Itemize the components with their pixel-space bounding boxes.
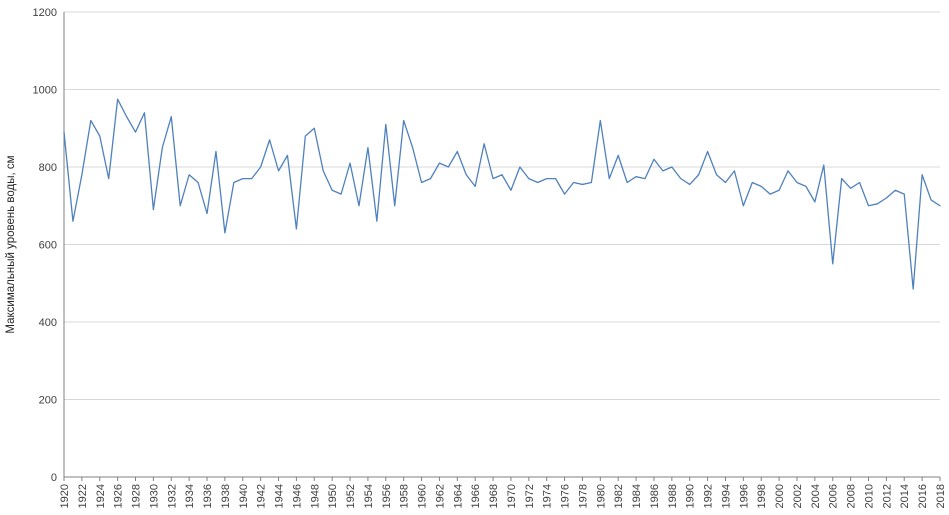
x-tick-label: 1938 (220, 484, 232, 508)
x-tick-label: 1958 (399, 484, 411, 508)
x-tick-label: 1952 (345, 484, 357, 508)
x-tick-label: 1936 (202, 484, 214, 508)
x-tick-label: 1986 (649, 484, 661, 508)
x-tick-label: 1930 (148, 484, 160, 508)
x-tick-label: 2004 (810, 484, 822, 508)
x-tick-label: 1946 (291, 484, 303, 508)
x-tick-label: 1960 (417, 484, 429, 508)
x-tick-label: 1950 (327, 484, 339, 508)
x-tick-label: 1920 (59, 484, 71, 508)
y-tick-label: 0 (51, 472, 57, 484)
y-tick-label: 400 (39, 317, 57, 329)
y-tick-label: 200 (39, 395, 57, 407)
x-tick-label: 1942 (256, 484, 268, 508)
y-tick-label: 800 (39, 162, 57, 174)
x-tick-label: 1944 (274, 484, 286, 508)
x-tick-label: 1982 (613, 484, 625, 508)
x-tick-label: 1934 (184, 484, 196, 508)
x-tick-label: 1962 (434, 484, 446, 508)
x-tick-label: 1932 (166, 484, 178, 508)
y-tick-label: 600 (39, 240, 57, 252)
x-tick-label: 1940 (238, 484, 250, 508)
y-tick-label: 1200 (33, 7, 57, 19)
x-tick-label: 1996 (738, 484, 750, 508)
x-tick-label: 1956 (381, 484, 393, 508)
x-tick-label: 2002 (792, 484, 804, 508)
x-tick-label: 1974 (542, 484, 554, 508)
x-tick-label: 1994 (720, 484, 732, 508)
x-tick-label: 1988 (667, 484, 679, 508)
x-tick-label: 1984 (631, 484, 643, 508)
x-tick-label: 1924 (95, 484, 107, 508)
x-tick-label: 1998 (756, 484, 768, 508)
x-tick-label: 1954 (363, 484, 375, 508)
x-tick-label: 2000 (774, 484, 786, 508)
x-tick-label: 1966 (470, 484, 482, 508)
x-tick-label: 2006 (828, 484, 840, 508)
series-line (63, 98, 941, 290)
x-tick-label: 2012 (881, 484, 893, 508)
x-tick-label: 1926 (113, 484, 125, 508)
x-tick-label: 1990 (685, 484, 697, 508)
x-tick-label: 1970 (506, 484, 518, 508)
y-axis-title: Максимальный уровень воды, см (5, 155, 17, 333)
x-tick-label: 1976 (560, 484, 572, 508)
x-tick-label: 1972 (524, 484, 536, 508)
x-tick-label: 2010 (863, 484, 875, 508)
x-tick-label: 1948 (309, 484, 321, 508)
y-tick-label: 1000 (33, 85, 57, 97)
x-tick-label: 1978 (577, 484, 589, 508)
x-tick-label: 2016 (917, 484, 929, 508)
x-tick-label: 2014 (899, 484, 911, 508)
x-tick-label: 2018 (935, 484, 947, 508)
x-tick-label: 1980 (595, 484, 607, 508)
x-tick-label: 1964 (452, 484, 464, 508)
x-tick-label: 1928 (131, 484, 143, 508)
x-tick-label: 1922 (77, 484, 89, 508)
x-tick-label: 2008 (846, 484, 858, 508)
x-tick-label: 1992 (703, 484, 715, 508)
x-tick-label: 1968 (488, 484, 500, 508)
